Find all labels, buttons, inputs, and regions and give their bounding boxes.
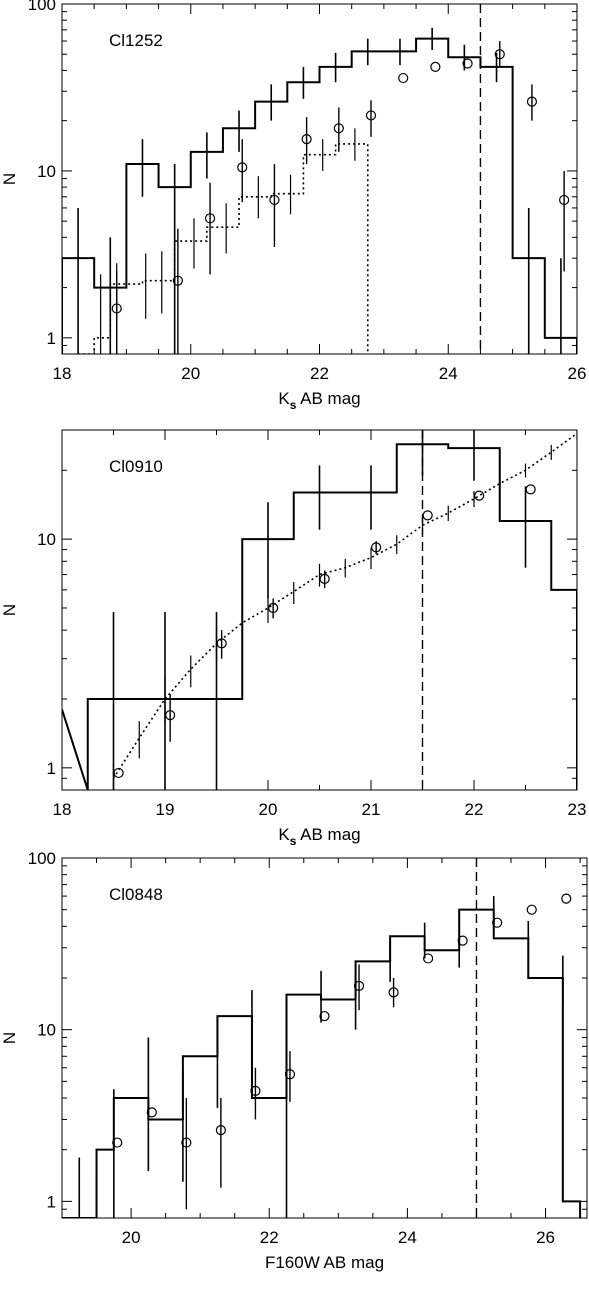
data-point (113, 767, 124, 779)
x-tick-label: 22 (310, 364, 329, 383)
y-tick-label: 10 (37, 1021, 56, 1040)
x-tick-label: 26 (568, 364, 587, 383)
panel-label: Cl0910 (109, 457, 163, 476)
plot-area (62, 858, 582, 1218)
data-point (559, 194, 570, 206)
y-tick-label: 1 (47, 329, 56, 348)
y-axis-label: N (0, 173, 19, 185)
data-point (319, 573, 330, 585)
data-point (398, 72, 409, 84)
x-tick-label: 22 (465, 800, 484, 819)
data-point (301, 134, 312, 145)
x-axis-label: F160W AB mag (265, 1253, 384, 1272)
panel-cl1252: 18 20 22 24 26 1 10 100 N Ks AB mag Cl1252 (0, 0, 586, 412)
data-point (525, 484, 536, 495)
data-point (215, 1125, 226, 1136)
panel-cl0848: 20 22 24 26 1 10 100 N F160W AB mag Cl0848 (0, 849, 588, 1272)
data-point (422, 510, 433, 521)
x-tick-label: 18 (53, 364, 72, 383)
x-tick-label: 22 (260, 1228, 279, 1247)
data-point (462, 58, 473, 69)
data-point (430, 61, 441, 72)
data-point (181, 1137, 192, 1148)
y-tick-label: 1 (47, 1192, 56, 1211)
comparison-steps (78, 143, 369, 354)
x-tick-label: 23 (568, 800, 587, 819)
x-axis-label-main: K (278, 389, 290, 408)
y-tick-label: 100 (28, 849, 56, 868)
histogram-steps (62, 37, 577, 354)
data-point (112, 1137, 123, 1148)
data-point (268, 602, 279, 614)
data-point (353, 980, 365, 991)
x-tick-label: 26 (536, 1228, 555, 1247)
data-point (111, 303, 122, 314)
data-point (250, 1085, 261, 1096)
x-axis-label: Ks AB mag (278, 825, 360, 848)
data-point (172, 275, 183, 286)
x-tick-label: 18 (53, 800, 72, 819)
data-point (216, 638, 227, 649)
data-point (526, 96, 538, 107)
data-point (333, 123, 344, 134)
y-tick-label: 10 (37, 530, 56, 549)
x-axis-label-sub: s (290, 834, 297, 848)
data-point (204, 213, 216, 224)
x-tick-label: 24 (439, 364, 458, 383)
model-curve (112, 432, 577, 779)
x-tick-label: 24 (398, 1228, 417, 1247)
data-point (371, 542, 382, 553)
panel-cl0910: 18 19 20 21 22 23 1 10 N Ks AB mag Cl0910 (0, 429, 587, 848)
data-point (494, 49, 505, 60)
data-point (284, 1069, 296, 1080)
x-tick-label: 19 (156, 800, 175, 819)
x-axis-label: Ks AB mag (278, 389, 360, 412)
plot-area (62, 4, 577, 354)
x-axis-label-main: K (278, 825, 290, 844)
y-tick-label: 100 (28, 0, 56, 14)
data-point (492, 917, 503, 928)
data-point (146, 1107, 157, 1118)
x-axis-label-rest: AB mag (296, 389, 360, 408)
x-tick-label: 20 (181, 364, 200, 383)
data-point (319, 1010, 330, 1022)
data-point (474, 490, 485, 501)
histogram-steps (62, 908, 582, 1218)
plot-frame (61, 857, 588, 1219)
data-point (423, 953, 434, 964)
data-point (388, 987, 399, 998)
data-point (237, 162, 248, 173)
x-axis-label-rest: AB mag (296, 825, 360, 844)
x-tick-label: 21 (362, 800, 381, 819)
data-point (561, 893, 572, 904)
data-point (457, 935, 468, 946)
y-tick-label: 10 (37, 162, 56, 181)
x-tick-label: 20 (122, 1228, 141, 1247)
x-axis-label-sub: s (290, 398, 297, 412)
data-point (365, 110, 377, 121)
y-tick-label: 1 (47, 759, 56, 778)
panel-label: Cl0848 (109, 885, 163, 904)
panel-label: Cl1252 (109, 31, 163, 50)
data-point (269, 194, 280, 206)
y-axis-label: N (0, 1032, 19, 1044)
y-axis-label: N (0, 604, 19, 616)
data-point (165, 710, 176, 721)
data-point (526, 904, 537, 915)
x-tick-label: 20 (259, 800, 278, 819)
histogram-steps (62, 443, 577, 790)
